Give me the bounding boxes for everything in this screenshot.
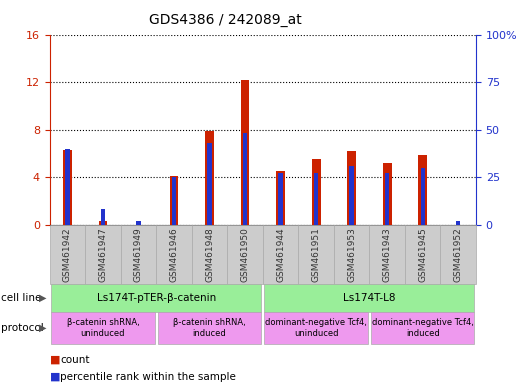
Bar xyxy=(385,173,389,225)
Text: GDS4386 / 242089_at: GDS4386 / 242089_at xyxy=(149,13,301,27)
Bar xyxy=(456,221,460,225)
Bar xyxy=(276,171,285,225)
Bar xyxy=(278,173,283,225)
Bar xyxy=(169,176,178,225)
Text: GSM461949: GSM461949 xyxy=(134,227,143,282)
Text: dominant-negative Tcf4,
uninduced: dominant-negative Tcf4, uninduced xyxy=(265,318,367,338)
Bar xyxy=(98,221,107,225)
Bar xyxy=(137,221,141,225)
Text: Ls174T-L8: Ls174T-L8 xyxy=(343,293,395,303)
Text: dominant-negative Tcf4,
induced: dominant-negative Tcf4, induced xyxy=(372,318,474,338)
Bar xyxy=(418,154,427,225)
Text: ▶: ▶ xyxy=(39,293,47,303)
Bar xyxy=(347,151,356,225)
Bar xyxy=(205,131,214,225)
Bar xyxy=(420,168,425,225)
Bar xyxy=(383,163,392,225)
Text: cell line: cell line xyxy=(1,293,41,303)
Bar xyxy=(65,149,70,225)
Bar xyxy=(172,177,176,225)
Text: GSM461945: GSM461945 xyxy=(418,227,427,282)
Bar xyxy=(241,80,249,225)
Text: count: count xyxy=(60,355,89,365)
Text: protocol: protocol xyxy=(1,323,44,333)
Bar xyxy=(63,150,72,225)
Text: Ls174T-pTER-β-catenin: Ls174T-pTER-β-catenin xyxy=(97,293,216,303)
Text: GSM461944: GSM461944 xyxy=(276,227,285,282)
Bar xyxy=(208,143,212,225)
Text: GSM461946: GSM461946 xyxy=(169,227,178,282)
Bar xyxy=(101,209,105,225)
Bar xyxy=(349,166,354,225)
Text: GSM461952: GSM461952 xyxy=(453,227,463,282)
Bar xyxy=(314,173,318,225)
Bar xyxy=(312,159,321,225)
Text: GSM461953: GSM461953 xyxy=(347,227,356,282)
Text: GSM461950: GSM461950 xyxy=(241,227,249,282)
Text: percentile rank within the sample: percentile rank within the sample xyxy=(60,372,236,382)
Text: ■: ■ xyxy=(50,372,60,382)
Text: ▶: ▶ xyxy=(39,323,47,333)
Text: β-catenin shRNA,
induced: β-catenin shRNA, induced xyxy=(173,318,246,338)
Text: GSM461942: GSM461942 xyxy=(63,227,72,282)
Text: β-catenin shRNA,
uninduced: β-catenin shRNA, uninduced xyxy=(66,318,139,338)
Text: ■: ■ xyxy=(50,355,60,365)
Text: GSM461951: GSM461951 xyxy=(312,227,321,282)
Text: GSM461948: GSM461948 xyxy=(205,227,214,282)
Text: GSM461947: GSM461947 xyxy=(98,227,107,282)
Bar xyxy=(243,133,247,225)
Text: GSM461943: GSM461943 xyxy=(383,227,392,282)
